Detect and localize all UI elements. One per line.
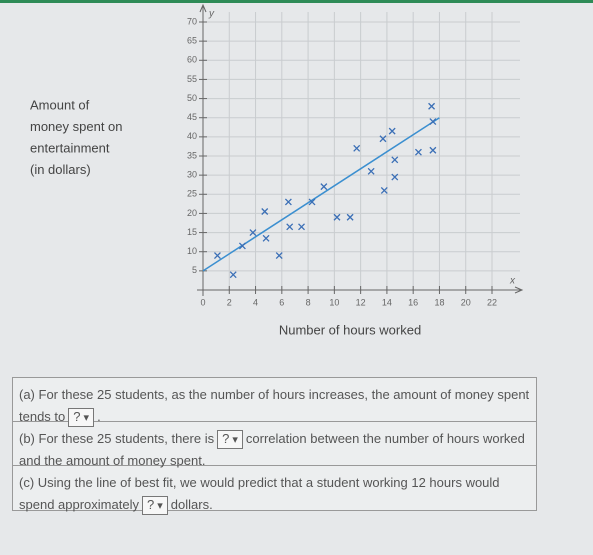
x-tick-label: 10 [329, 297, 339, 307]
y-tick-label: 55 [187, 74, 197, 84]
point [429, 146, 437, 154]
point [238, 242, 246, 250]
x-tick-label: 16 [408, 297, 418, 307]
x-tick-label: 22 [487, 297, 497, 307]
x-tick-label: 4 [253, 297, 258, 307]
y-axis-label: (in dollars) [30, 162, 91, 177]
point [261, 208, 269, 215]
point [346, 213, 354, 221]
question-after: dollars. [170, 497, 213, 512]
point [213, 252, 221, 260]
y-tick-label: 40 [187, 131, 197, 141]
dropdown[interactable]: ? [141, 496, 168, 515]
y-tick-label: 70 [187, 16, 197, 26]
point [262, 234, 270, 242]
x-tick-label: 20 [461, 297, 471, 307]
x-tick-label: 6 [279, 297, 284, 307]
point [367, 167, 375, 175]
y-tick-label: 65 [187, 36, 197, 46]
x-tick-label: 8 [306, 297, 311, 307]
question: (a) For these 25 students, as the number… [13, 378, 536, 427]
point [229, 271, 237, 279]
dropdown[interactable]: ? [68, 408, 95, 427]
point [333, 213, 341, 221]
point [391, 156, 399, 164]
y-tick-label: 35 [187, 150, 197, 160]
point [388, 127, 396, 135]
point [308, 198, 316, 206]
x-tick-label: 14 [382, 297, 392, 307]
axis-arrow [514, 286, 524, 294]
x-axis-letter: x [509, 276, 516, 287]
point [275, 252, 283, 260]
y-tick-label: 10 [187, 246, 197, 256]
y-tick-label: 20 [187, 208, 197, 218]
y-tick-label: 15 [187, 227, 197, 237]
question-after: correlation between the number of hours … [19, 431, 525, 468]
point [320, 183, 328, 191]
x-axis-label: Number of hours worked [279, 322, 421, 337]
point [380, 186, 388, 194]
y-axis-label: money spent on [30, 119, 123, 134]
y-tick-label: 50 [187, 93, 197, 103]
top-bar [0, 0, 593, 3]
point [391, 173, 399, 181]
question-text: (c) Using the line of best fit, we would… [19, 475, 500, 512]
question-text: (b) For these 25 students, there is [19, 431, 215, 446]
y-tick-label: 5 [192, 265, 197, 275]
point [298, 223, 305, 231]
point [428, 102, 436, 110]
x-tick-label: 2 [227, 297, 232, 307]
point [353, 144, 361, 152]
question: (c) Using the line of best fit, we would… [13, 466, 536, 515]
y-tick-label: 30 [187, 170, 197, 180]
point [284, 198, 292, 206]
x-tick-label: 18 [434, 297, 444, 307]
x-tick-label: 0 [200, 297, 205, 307]
question-text: (a) For these 25 students, as the number… [19, 387, 530, 424]
chart: y x 5 10 15 20 25 30 35 40 45 50 55 60 65 70 0 2 4 6 8 10 12 14… [30, 3, 524, 337]
dropdown[interactable]: ? [217, 430, 243, 449]
y-axis-label: Amount of [30, 97, 90, 112]
point [414, 148, 422, 156]
y-axis-label: entertainment [30, 140, 110, 155]
point [379, 135, 387, 143]
question: (b) For these 25 students, there is?corr… [13, 422, 536, 468]
axis-arrow [199, 3, 207, 13]
y-tick-label: 45 [187, 112, 197, 122]
question-after: . [97, 409, 101, 424]
point [249, 229, 257, 237]
y-axis-letter: y [208, 9, 215, 20]
point [286, 223, 294, 231]
y-tick-label: 60 [187, 55, 197, 65]
x-tick-label: 12 [356, 297, 366, 307]
point [429, 118, 437, 126]
question-box: (a) For these 25 students, as the number… [12, 377, 537, 515]
y-tick-label: 25 [187, 189, 197, 199]
